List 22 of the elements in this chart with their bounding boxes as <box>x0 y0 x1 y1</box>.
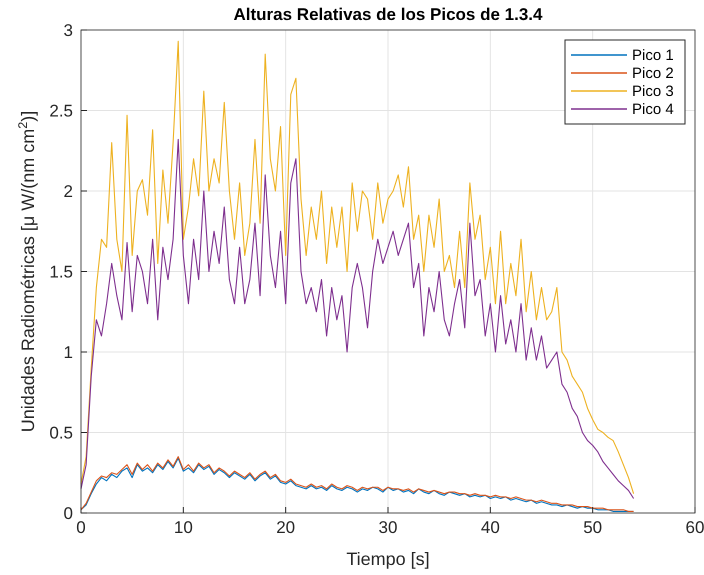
x-tick-label: 0 <box>76 518 86 537</box>
x-axis-title: Tiempo [s] <box>346 549 430 569</box>
y-tick-label: 0.5 <box>49 424 73 442</box>
x-tick-label: 30 <box>378 518 398 537</box>
legend-label: Pico 3 <box>632 83 674 100</box>
y-tick-label: 1.5 <box>49 262 73 282</box>
x-tick-label: 50 <box>583 518 602 537</box>
legend-label: Pico 2 <box>632 65 674 82</box>
y-tick-label: 3 <box>64 21 73 40</box>
legend-label: Pico 1 <box>632 47 674 64</box>
legend-label: Pico 4 <box>632 101 674 118</box>
chart-title: Alturas Relativas de los Picos de 1.3.4 <box>234 5 544 24</box>
y-tick-label: 0 <box>64 504 73 523</box>
x-tick-label: 20 <box>276 518 296 537</box>
line-series <box>80 40 634 494</box>
y-tick-label: 1 <box>64 343 73 362</box>
x-tick-label: 10 <box>174 518 193 537</box>
y-tick-label: 2.5 <box>49 102 73 120</box>
line-series <box>80 138 634 500</box>
x-tick-label: 40 <box>480 518 500 537</box>
y-tick-label: 2 <box>64 182 73 201</box>
x-tick-label: 60 <box>686 518 704 537</box>
